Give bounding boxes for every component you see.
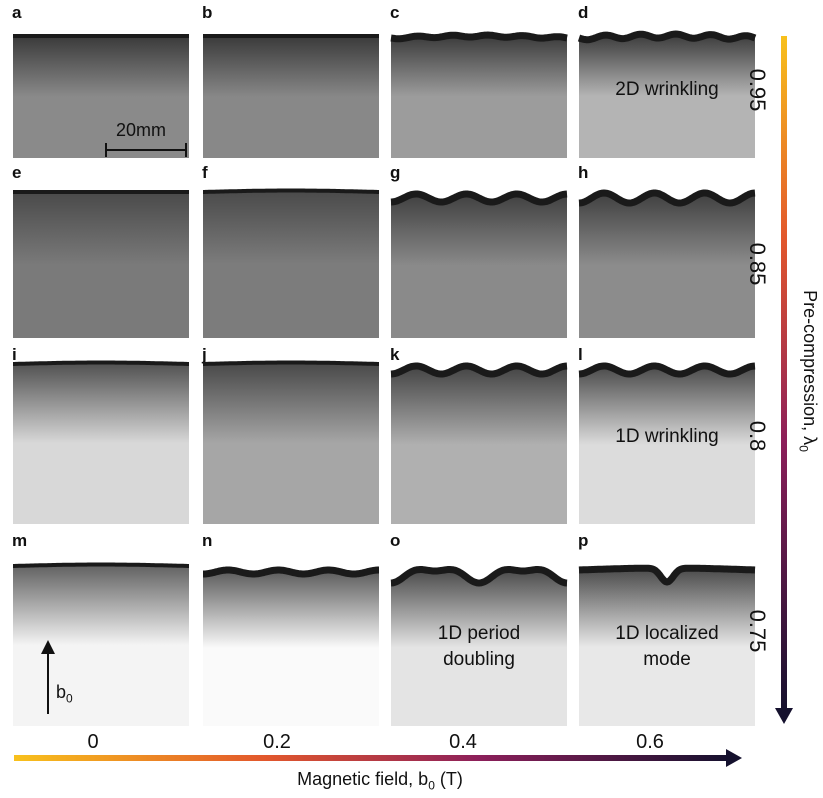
column-label-2: 0.4	[449, 731, 477, 753]
panel-letter-c: c	[390, 3, 400, 22]
panel-photo-l	[576, 358, 758, 524]
field-direction-label: b0	[56, 682, 73, 709]
panel-annotation-p: 1D localized mode	[576, 621, 758, 673]
row-label-0: 0.95	[745, 68, 770, 112]
pre-compression-gradient-arrow	[775, 36, 793, 724]
film-surface	[201, 566, 381, 578]
sample-body	[13, 362, 189, 524]
panel-photo-f	[200, 186, 382, 338]
panel-photo-p	[576, 560, 758, 726]
film-surface	[577, 30, 757, 44]
field-direction-label-subscript: 0	[66, 691, 73, 706]
scale-bar-label: 20mm	[116, 120, 167, 140]
column-label-0: 0	[87, 731, 99, 753]
y-axis-title-prefix: Pre-compression, λ	[800, 290, 820, 446]
sample-body	[13, 564, 189, 726]
sample-body	[391, 569, 567, 726]
panel-photo-g	[388, 186, 570, 338]
sample-body	[391, 366, 567, 524]
film-surface	[389, 362, 569, 378]
panel-annotation-d: 2D wrinkling	[576, 77, 758, 103]
panel-letter-e: e	[12, 163, 22, 182]
sample-body	[579, 568, 755, 726]
panel-photo-o	[388, 560, 570, 726]
panel-photo-e	[10, 186, 192, 338]
panel-annotation-o: 1D period doubling	[388, 621, 570, 673]
panel-annotation-l: 1D wrinkling	[576, 424, 758, 450]
panel-letter-l: l	[578, 345, 583, 364]
panel-annotation-line: mode	[643, 649, 691, 670]
film-surface	[577, 564, 757, 586]
sample-body	[203, 190, 379, 338]
film-surface	[577, 362, 757, 378]
panel-photo-h	[576, 186, 758, 338]
film-surface	[12, 562, 190, 568]
panel-photo-m	[10, 560, 192, 726]
panel-letter-a: a	[12, 3, 22, 22]
panel-letter-k: k	[390, 345, 400, 364]
panel-letter-f: f	[202, 163, 208, 182]
panel-letter-o: o	[390, 531, 401, 550]
film-surface	[389, 190, 569, 206]
panel-photo-i	[10, 358, 192, 524]
field-direction-arrow	[41, 640, 55, 714]
panel-photo-b	[200, 30, 382, 158]
x-axis-title-suffix: (T)	[434, 769, 463, 789]
panel-annotation-line: doubling	[443, 649, 515, 670]
panel-letter-m: m	[12, 531, 28, 550]
magnetic-field-gradient-arrow	[14, 749, 742, 767]
panel-letter-h: h	[578, 163, 589, 182]
sample-body	[579, 193, 755, 338]
sample-body	[203, 36, 379, 158]
panel-letter-p: p	[578, 531, 589, 550]
panel-photo-n	[200, 560, 382, 726]
panel-photo-d	[576, 30, 758, 158]
panel-photo-k	[388, 358, 570, 524]
row-label-2: 0.8	[745, 420, 770, 452]
panel-photo-j	[200, 358, 382, 524]
sample-body	[13, 36, 189, 158]
panel-letter-i: i	[12, 345, 17, 364]
panel-letter-g: g	[390, 163, 401, 182]
panel-photo-c	[388, 30, 570, 158]
y-axis-title: Pre-compression, λ0	[796, 221, 823, 521]
panel-annotation-line: 1D period	[437, 623, 521, 644]
sample-body	[391, 35, 567, 158]
panel-letter-d: d	[578, 3, 589, 22]
x-axis-title: Magnetic field, b0 (T)	[0, 768, 760, 797]
sample-body	[203, 362, 379, 524]
panel-letter-b: b	[202, 3, 213, 22]
panel-annotation-line: 1D localized	[615, 623, 719, 644]
sample-body	[391, 194, 567, 338]
film-surface	[12, 360, 190, 366]
x-axis-title-prefix: Magnetic field, b	[297, 769, 429, 789]
panel-letter-j: j	[202, 345, 207, 364]
row-label-3: 0.75	[745, 609, 770, 653]
column-label-3: 0.6	[636, 731, 664, 753]
film-surface	[389, 566, 569, 587]
y-axis-title-subscript: 0	[796, 445, 811, 452]
sample-body	[579, 366, 755, 524]
column-label-1: 0.2	[263, 731, 291, 753]
film-surface	[202, 188, 380, 194]
panel-photo-a	[10, 30, 192, 158]
sample-body	[579, 34, 755, 158]
panel-annotation-line: 1D wrinkling	[615, 426, 719, 447]
scale-bar-line	[105, 143, 187, 157]
sample-body	[203, 570, 379, 726]
film-surface	[389, 31, 569, 43]
film-surface	[577, 189, 757, 207]
sample-body	[13, 192, 189, 338]
film-surface	[202, 360, 380, 366]
panel-letter-n: n	[202, 531, 213, 550]
row-label-1: 0.85	[745, 242, 770, 286]
field-direction-label-text: b	[56, 682, 67, 702]
x-axis-title-subscript: 0	[428, 778, 435, 793]
panel-annotation-line: 2D wrinkling	[615, 79, 719, 100]
